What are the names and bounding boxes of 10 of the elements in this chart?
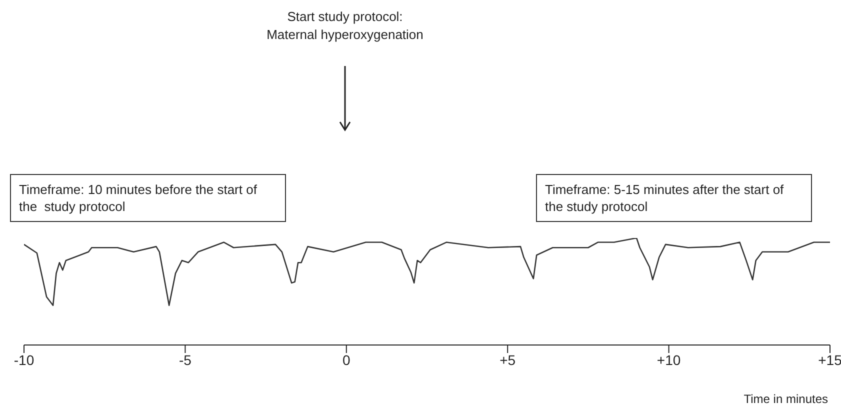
x-tick-label: +5	[500, 352, 516, 368]
x-tick-label: 0	[342, 352, 350, 368]
text: Timeframe: 10 minutes before the start of the study protocol	[19, 181, 258, 215]
x-tick-label: -5	[178, 352, 192, 368]
x-tick-label: +15	[818, 352, 841, 368]
text: Start study protocol: Maternal hyperoxygenation	[266, 8, 424, 44]
text: Timeframe: 5-15 minutes after the start of the study protocol	[545, 181, 785, 215]
x-axis-title: Time in minutes	[744, 392, 828, 406]
x-tick-label: +10	[656, 352, 681, 368]
x-tick-label: -10	[14, 352, 34, 368]
